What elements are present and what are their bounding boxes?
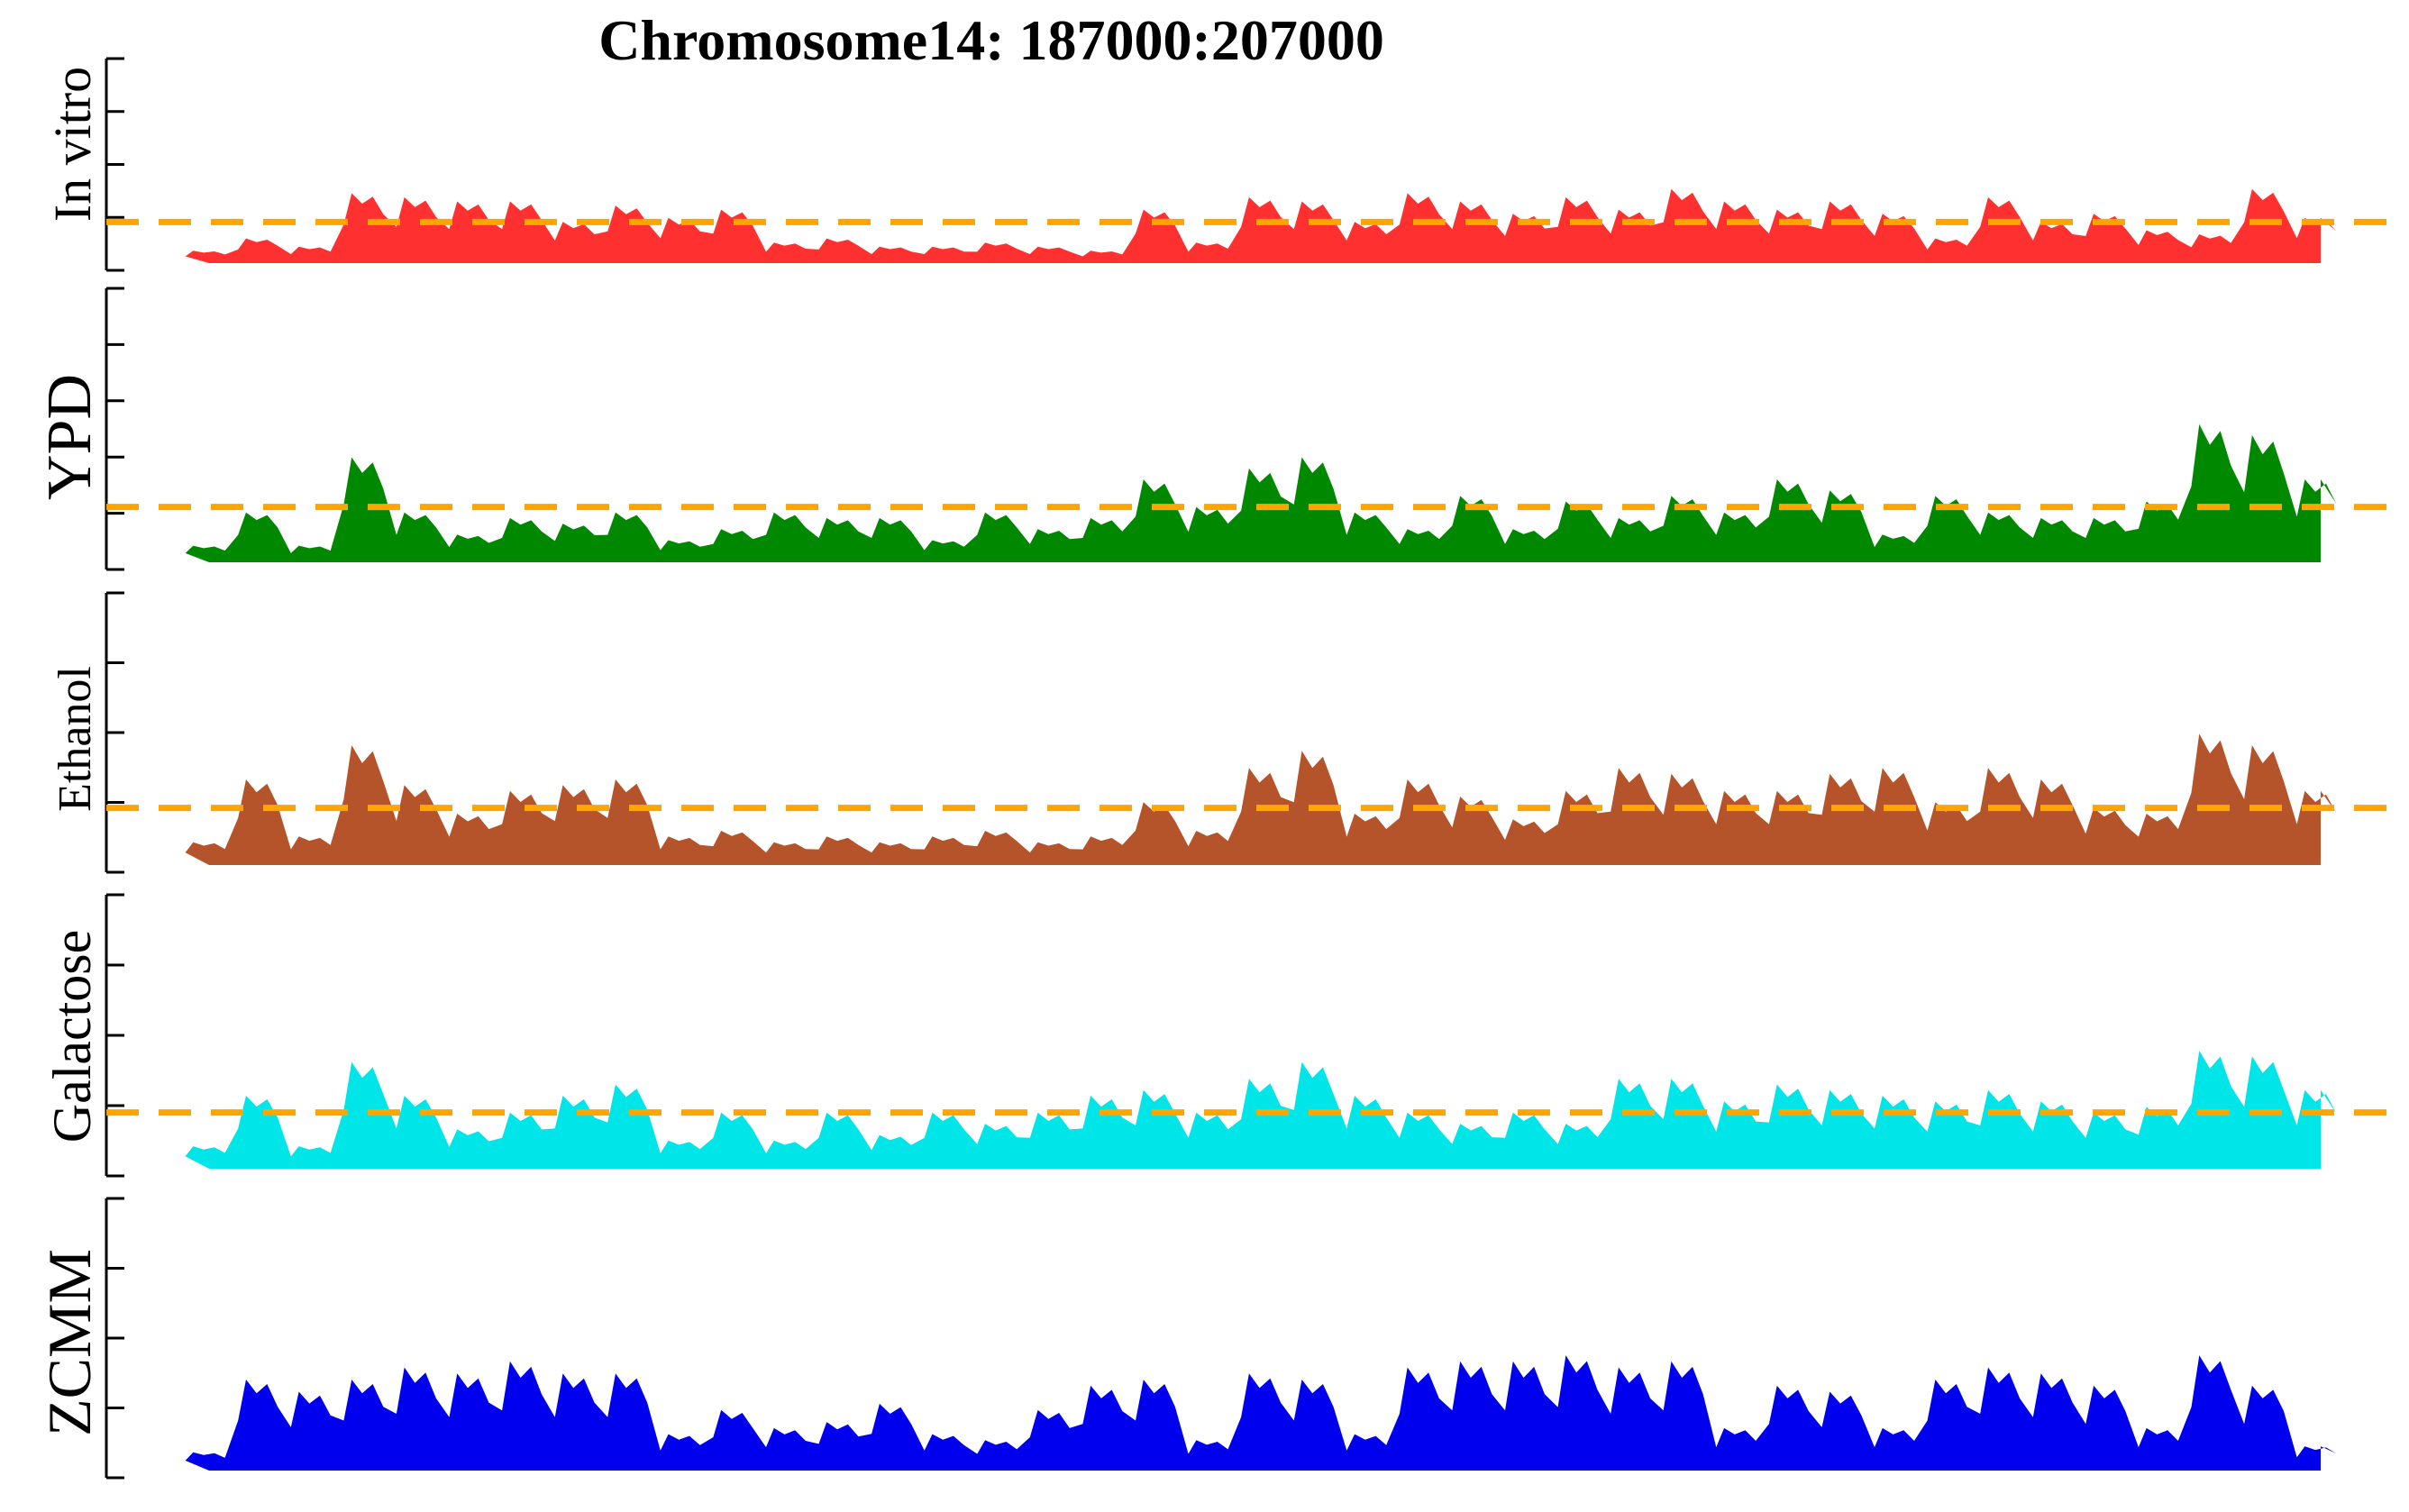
track-label-3: Ethanol [50,666,101,812]
track-label-1: In vitro [43,67,102,222]
track-5: ZCMM [35,1197,2337,1480]
tracks: In vitro YPD Ethanol Galactose ZCMM [35,57,2397,1480]
coverage-area-2 [185,424,2337,562]
track-4: Galactose [42,893,2397,1178]
coverage-area-1 [185,188,2337,263]
track-label-2: YPD [35,374,105,500]
track-1: In vitro [43,57,2397,272]
track-label-4: Galactose [42,930,102,1143]
coverage-area-3 [185,733,2337,865]
track-label-5: ZCMM [35,1249,104,1436]
chart-title: Chromosome14: 187000:207000 [598,8,1384,72]
coverage-area-5 [185,1355,2337,1471]
track-3: Ethanol [50,591,2397,874]
track-2: YPD [35,287,2397,571]
